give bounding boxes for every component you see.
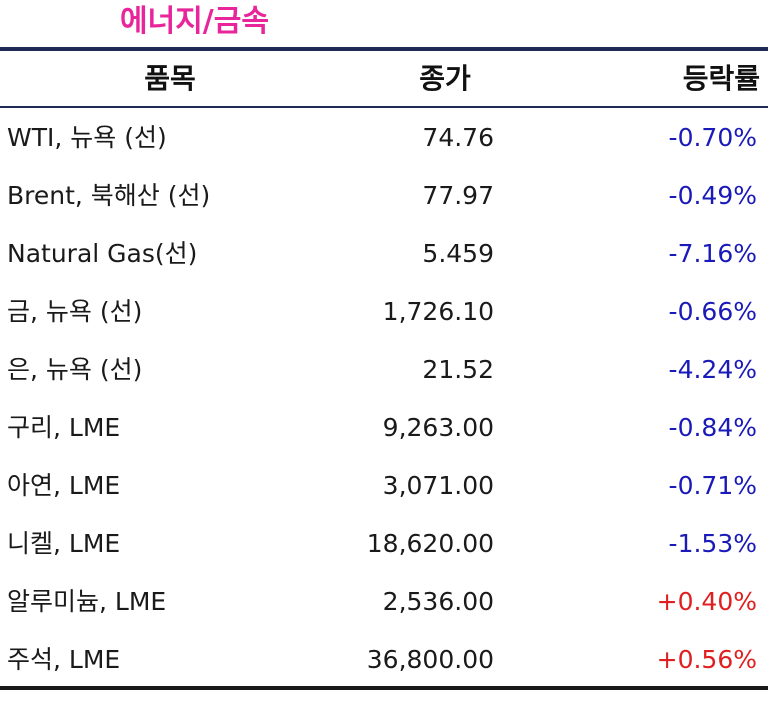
closing-price: 36,800.00 <box>366 645 494 674</box>
top-rule <box>0 47 768 51</box>
commodity-name: 주석, LME <box>7 645 121 674</box>
commodity-name: Brent, 북해산 (선) <box>7 181 211 210</box>
header-price: 종가 <box>419 62 471 95</box>
table-row: 알루미늄, LME 2,536.00 +0.40% <box>0 573 768 631</box>
closing-price: 74.76 <box>422 123 494 152</box>
change-rate: -0.71% <box>668 471 757 500</box>
commodity-name: 니켈, LME <box>7 529 121 558</box>
change-rate: -1.53% <box>668 529 757 558</box>
closing-price: 3,071.00 <box>382 471 494 500</box>
header-change: 등락률 <box>682 62 760 95</box>
commodity-name: WTI, 뉴욕 (선) <box>7 123 167 152</box>
closing-price: 9,263.00 <box>382 413 494 442</box>
change-rate: -7.16% <box>668 239 757 268</box>
change-rate: -0.66% <box>668 297 757 326</box>
table-row: 주석, LME 36,800.00 +0.56% <box>0 631 768 689</box>
closing-price: 1,726.10 <box>382 297 494 326</box>
table-row: Natural Gas(선) 5.459 -7.16% <box>0 225 768 283</box>
commodity-name: 구리, LME <box>7 413 121 442</box>
bottom-rule <box>0 686 768 690</box>
section-title: 에너지/금속 <box>120 4 269 39</box>
table-row: 구리, LME 9,263.00 -0.84% <box>0 399 768 457</box>
commodity-name: Natural Gas(선) <box>7 239 198 268</box>
change-rate: -0.49% <box>668 181 757 210</box>
change-rate: +0.56% <box>656 645 757 674</box>
table-row: 니켈, LME 18,620.00 -1.53% <box>0 515 768 573</box>
table-row: Brent, 북해산 (선) 77.97 -0.49% <box>0 167 768 225</box>
commodity-name: 금, 뉴욕 (선) <box>7 297 143 326</box>
change-rate: -0.84% <box>668 413 757 442</box>
change-rate: -4.24% <box>668 355 757 384</box>
table-row: 은, 뉴욕 (선) 21.52 -4.24% <box>0 341 768 399</box>
commodity-name: 아연, LME <box>7 471 121 500</box>
header-name: 품목 <box>144 62 196 95</box>
table-row: WTI, 뉴욕 (선) 74.76 -0.70% <box>0 109 768 167</box>
closing-price: 21.52 <box>422 355 494 384</box>
change-rate: +0.40% <box>656 587 757 616</box>
table-header: 품목 종가 등락률 <box>0 51 768 106</box>
closing-price: 77.97 <box>422 181 494 210</box>
header-rule <box>0 106 768 108</box>
table-row: 금, 뉴욕 (선) 1,726.10 -0.66% <box>0 283 768 341</box>
change-rate: -0.70% <box>668 123 757 152</box>
closing-price: 18,620.00 <box>366 529 494 558</box>
closing-price: 2,536.00 <box>382 587 494 616</box>
table-row: 아연, LME 3,071.00 -0.71% <box>0 457 768 515</box>
table-body: WTI, 뉴욕 (선) 74.76 -0.70% Brent, 북해산 (선) 77.9… <box>0 109 768 689</box>
commodity-name: 은, 뉴욕 (선) <box>7 355 143 384</box>
commodity-name: 알루미늄, LME <box>7 587 167 616</box>
closing-price: 5.459 <box>422 239 494 268</box>
